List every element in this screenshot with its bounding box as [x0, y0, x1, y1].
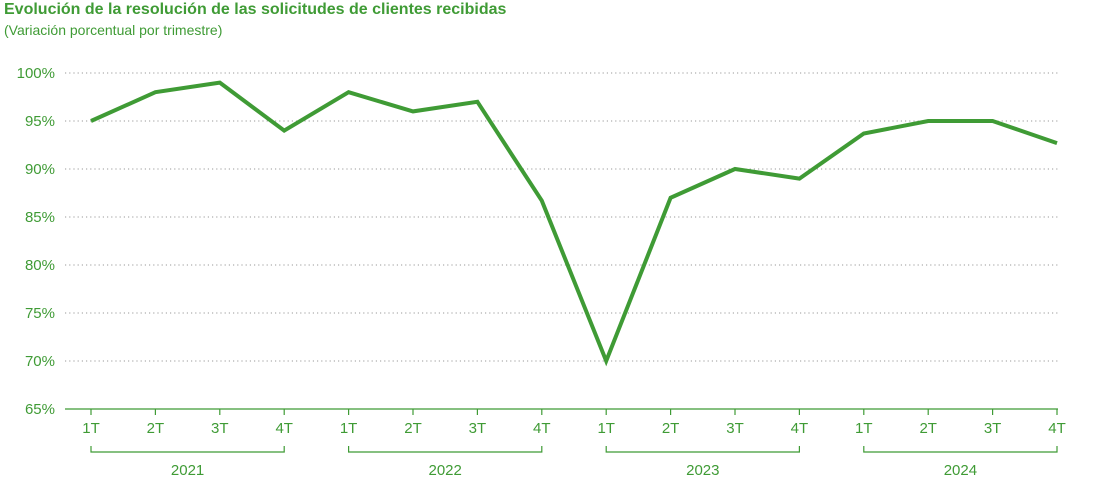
x-tick-label: 4T: [1048, 420, 1066, 437]
x-tick-label: 3T: [211, 420, 229, 437]
y-tick-label: 80%: [25, 257, 55, 274]
x-tick-label: 1T: [855, 420, 873, 437]
x-tick-label: 4T: [275, 420, 293, 437]
x-tick-label: 1T: [597, 420, 615, 437]
x-tick-label: 3T: [984, 420, 1002, 437]
y-tick-label: 95%: [25, 113, 55, 130]
x-tick-label: 1T: [82, 420, 100, 437]
y-tick-label: 75%: [25, 305, 55, 322]
x-axis: 1T 2T 3T 4T 1T 2T 3T 4T 1T 2T 3T 4T 1T 2T 3T 4T: [65, 408, 1066, 437]
year-bracket: [605, 446, 800, 453]
x-tick-label: 4T: [533, 420, 551, 437]
y-tick-label: 85%: [25, 209, 55, 226]
x-tick-label: 3T: [726, 420, 744, 437]
series-layer: [90, 80, 1058, 367]
y-axis: 100% 95% 90% 85% 80% 75% 70% 65%: [17, 65, 55, 418]
chart-title: Evolución de la resolución de las solici…: [4, 1, 507, 18]
x-tick-label: 4T: [791, 420, 809, 437]
x-tick-label: 2T: [147, 420, 165, 437]
year-bracket: [90, 446, 285, 453]
year-bracket: [348, 446, 543, 453]
year-label: 2023: [686, 462, 719, 479]
x-tick-label: 3T: [469, 420, 487, 437]
x-tick-label: 2T: [919, 420, 937, 437]
x-tick-label: 1T: [340, 420, 358, 437]
year-bracket: [863, 446, 1058, 453]
x-tick-label: 2T: [662, 420, 680, 437]
grid-lines: [65, 72, 1058, 362]
year-label: 2024: [944, 462, 977, 479]
year-label: 2022: [429, 462, 462, 479]
chart-subtitle: (Variación porcentual por trimestre): [4, 22, 223, 38]
year-groups: 2021 2022 2023 2024: [90, 446, 1058, 479]
x-tick-label: 2T: [404, 420, 422, 437]
y-tick-label: 100%: [17, 65, 55, 82]
year-label: 2021: [171, 462, 204, 479]
series-line: [90, 80, 1058, 367]
y-tick-label: 90%: [25, 161, 55, 178]
y-tick-label: 65%: [25, 401, 55, 418]
y-tick-label: 70%: [25, 353, 55, 370]
